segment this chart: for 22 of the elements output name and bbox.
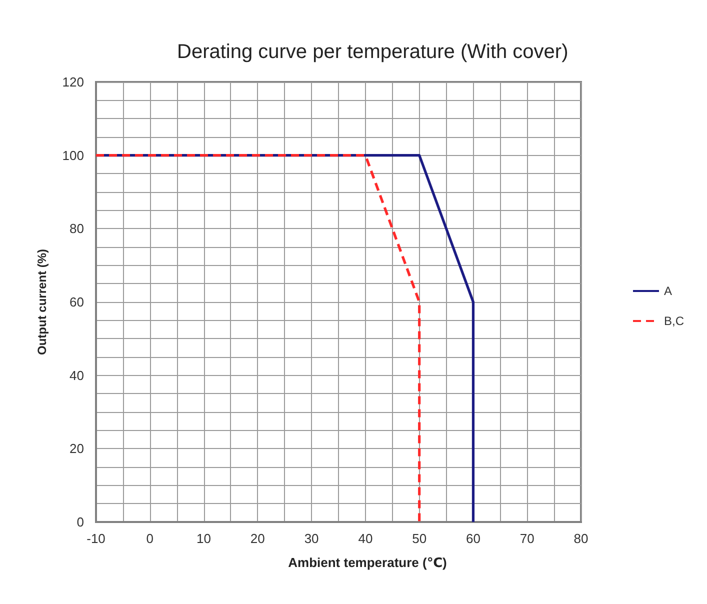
chart-title: Derating curve per temperature (With cover) <box>177 41 568 63</box>
x-tick-label: 20 <box>250 531 265 546</box>
x-tick-label: 30 <box>304 531 319 546</box>
x-tick-label: 80 <box>574 531 588 546</box>
legend-label: B,C <box>664 314 684 328</box>
legend-label: A <box>664 284 672 298</box>
x-tick-label: -10 <box>86 531 106 546</box>
x-tick-label: 50 <box>412 531 427 546</box>
y-tick-label: 80 <box>70 221 84 236</box>
y-tick-label: 100 <box>62 148 84 163</box>
y-tick-label: 20 <box>70 441 84 456</box>
x-tick-label: 10 <box>196 531 212 546</box>
y-tick-label: 40 <box>70 368 84 383</box>
x-tick-label: 40 <box>358 531 373 546</box>
y-tick-label: 120 <box>62 74 84 90</box>
x-axis-title: Ambient temperature (℃) <box>288 555 447 570</box>
y-tick-label: 60 <box>70 294 84 310</box>
x-tick-label: 60 <box>466 531 480 546</box>
y-axis-title: Output current (%) <box>35 249 49 355</box>
y-tick-label: 0 <box>76 514 84 530</box>
x-tick-label: 70 <box>520 531 534 546</box>
x-tick-label: 0 <box>146 531 154 546</box>
